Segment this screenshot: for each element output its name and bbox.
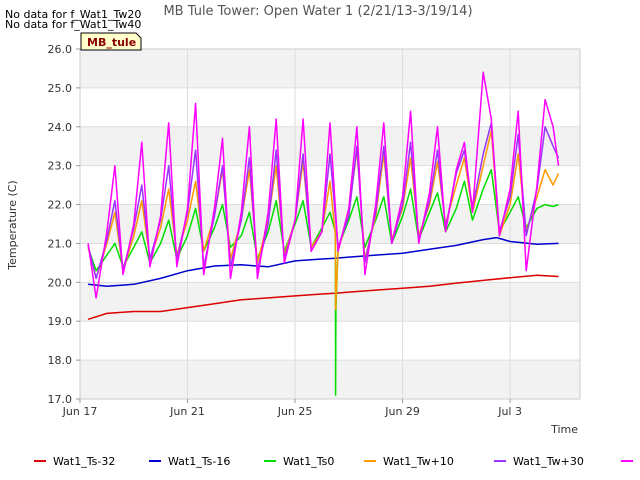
legend-item: Wat1_Tw+50 — [621, 460, 633, 462]
legend-label: Wat1_Ts-32 — [53, 455, 115, 468]
plot-background-bands — [80, 49, 580, 399]
y-tick-label: 25.0 — [48, 82, 73, 95]
y-tick-label: 19.0 — [48, 315, 73, 328]
y-tick-label: 24.0 — [48, 121, 73, 134]
y-tick-label: 18.0 — [48, 354, 73, 367]
y-tick-label: 20.0 — [48, 276, 73, 289]
legend: Wat1_Ts-32 Wat1_Ts-16 Wat1_Ts0 Wat1_Tw+10 Wa… — [34, 455, 633, 468]
y-axis-title: Temperature (C) — [6, 180, 19, 270]
x-tick-label: Jun 29 — [384, 405, 420, 418]
legend-item: Wat1_Tw+30 — [494, 455, 584, 468]
no-data-note-2: No data for f_Wat1_Tw40 — [5, 18, 141, 31]
series-line-wat1-ts-32 — [87, 274, 559, 321]
plot-band — [80, 49, 580, 88]
plot-band — [80, 282, 580, 322]
plot-band — [80, 360, 580, 399]
x-tick-label: Jun 25 — [277, 405, 313, 418]
plot-band — [80, 321, 580, 361]
y-tick-label: 17.0 — [48, 393, 73, 406]
y-axis-ticks: 17.0 18.0 19.0 20.0 21.0 22.0 23.0 24.0 25.0 26.0 — [48, 43, 80, 406]
site-tag-label: MB_tule — [87, 36, 136, 49]
legend-label: Wat1_Tw+30 — [513, 455, 584, 468]
series-line-wat1-tw-30 — [87, 122, 560, 280]
x-axis-ticks: Jun 17 Jun 21 Jun 25 Jun 29 Jul 3 — [62, 399, 522, 418]
grid-lines — [79, 48, 580, 400]
legend-label: Wat1_Ts-16 — [168, 455, 230, 468]
x-tick-label: Jul 3 — [497, 405, 522, 418]
legend-item: Wat1_Ts0 — [264, 455, 334, 468]
y-tick-label: 26.0 — [48, 43, 73, 56]
chart-title: MB Tule Tower: Open Water 1 (2/21/13-3/1… — [163, 4, 472, 19]
y-tick-label: 23.0 — [48, 160, 73, 173]
legend-item: Wat1_Ts-32 — [34, 455, 115, 468]
x-tick-label: Jun 17 — [62, 405, 98, 418]
legend-label: Wat1_Ts0 — [283, 455, 334, 468]
plot-band — [80, 87, 580, 127]
legend-label: Wat1_Tw+10 — [383, 455, 454, 468]
legend-item: Wat1_Ts-16 — [149, 455, 230, 468]
plot-frame — [79, 48, 581, 400]
x-axis-title: Time — [550, 423, 578, 436]
no-data-note-1: No data for f_Wat1_Tw20 — [5, 8, 141, 21]
series-line-wat1-tw-10 — [87, 129, 560, 311]
y-tick-label: 22.0 — [48, 199, 73, 212]
series-line-wat1-tw-50 — [87, 71, 560, 299]
legend-item: Wat1_Tw+10 — [364, 455, 454, 468]
y-tick-label: 21.0 — [48, 237, 73, 250]
site-tag: MB_tule — [80, 32, 142, 51]
series-layer — [87, 71, 560, 396]
plot-band — [80, 243, 580, 283]
x-tick-label: Jun 21 — [169, 405, 205, 418]
